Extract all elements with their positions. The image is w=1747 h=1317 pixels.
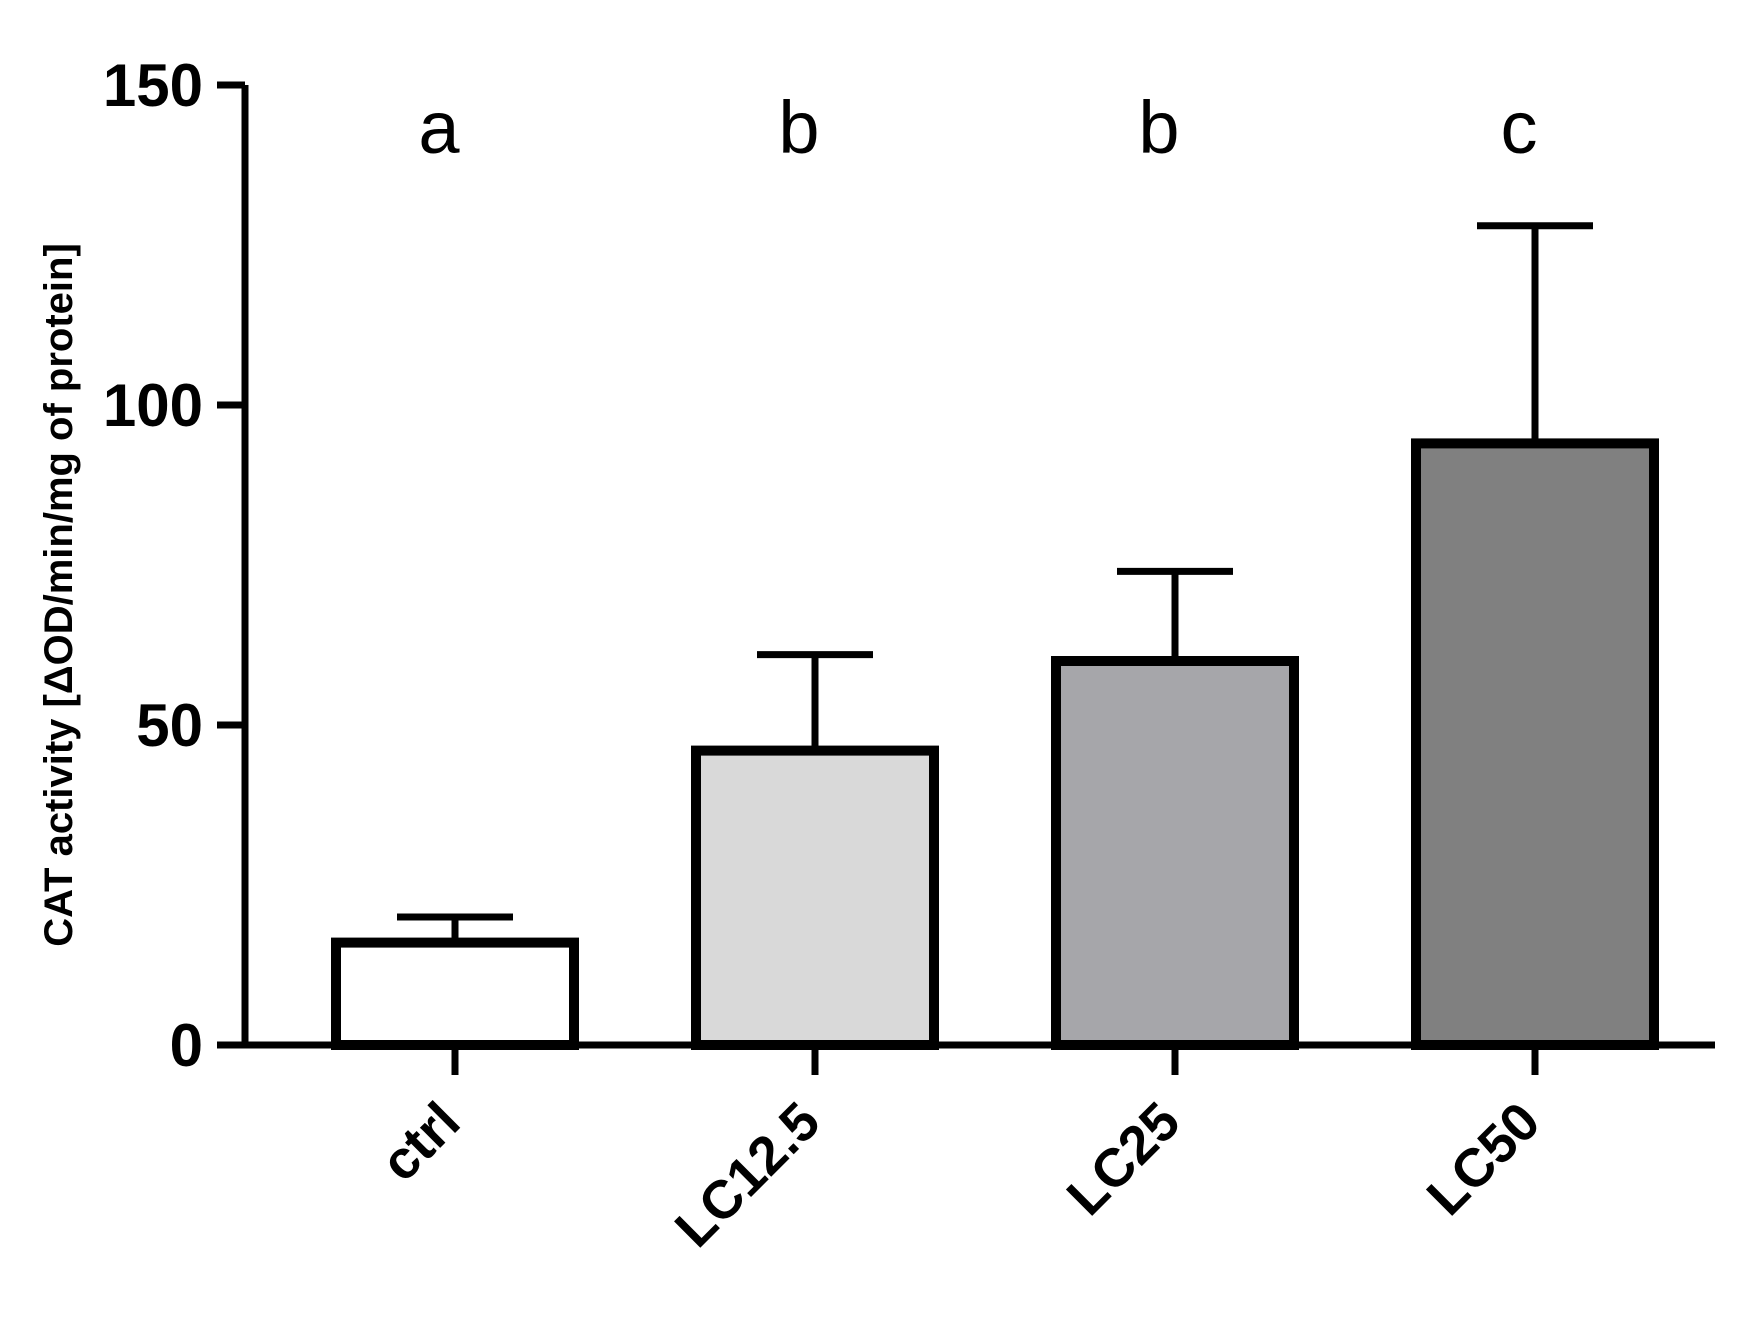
y-tick-label: 0 [170,1012,203,1079]
bar-lc12-5 [691,745,939,1050]
x-ticks-layer: ctrl LC12.5 LC25 LC50 [370,1045,1552,1259]
significance-letter: b [778,86,819,169]
bar-ctrl [331,937,579,1050]
x-tick-label: ctrl [370,1091,472,1193]
y-axis-title: CAT activity [ΔOD/min/mg of protein] [37,243,81,947]
x-tick-label: LC25 [1056,1091,1192,1227]
significance-letter: c [1501,86,1538,169]
y-tick-label: 100 [103,372,203,439]
y-tick-label: 50 [136,692,203,759]
bars-layer [331,438,1659,1050]
significance-letter: a [418,86,460,169]
y-ticks-layer: 0 50 100 150 [103,52,245,1079]
error-bars-layer [397,222,1593,943]
y-tick-label: 150 [103,52,203,119]
x-tick-label: LC50 [1416,1091,1552,1227]
axes-layer [241,85,1715,1049]
bar-lc25 [1051,656,1299,1050]
x-tick-label: LC12.5 [664,1091,832,1259]
bar-lc50 [1411,438,1659,1050]
significance-letter: b [1138,86,1179,169]
